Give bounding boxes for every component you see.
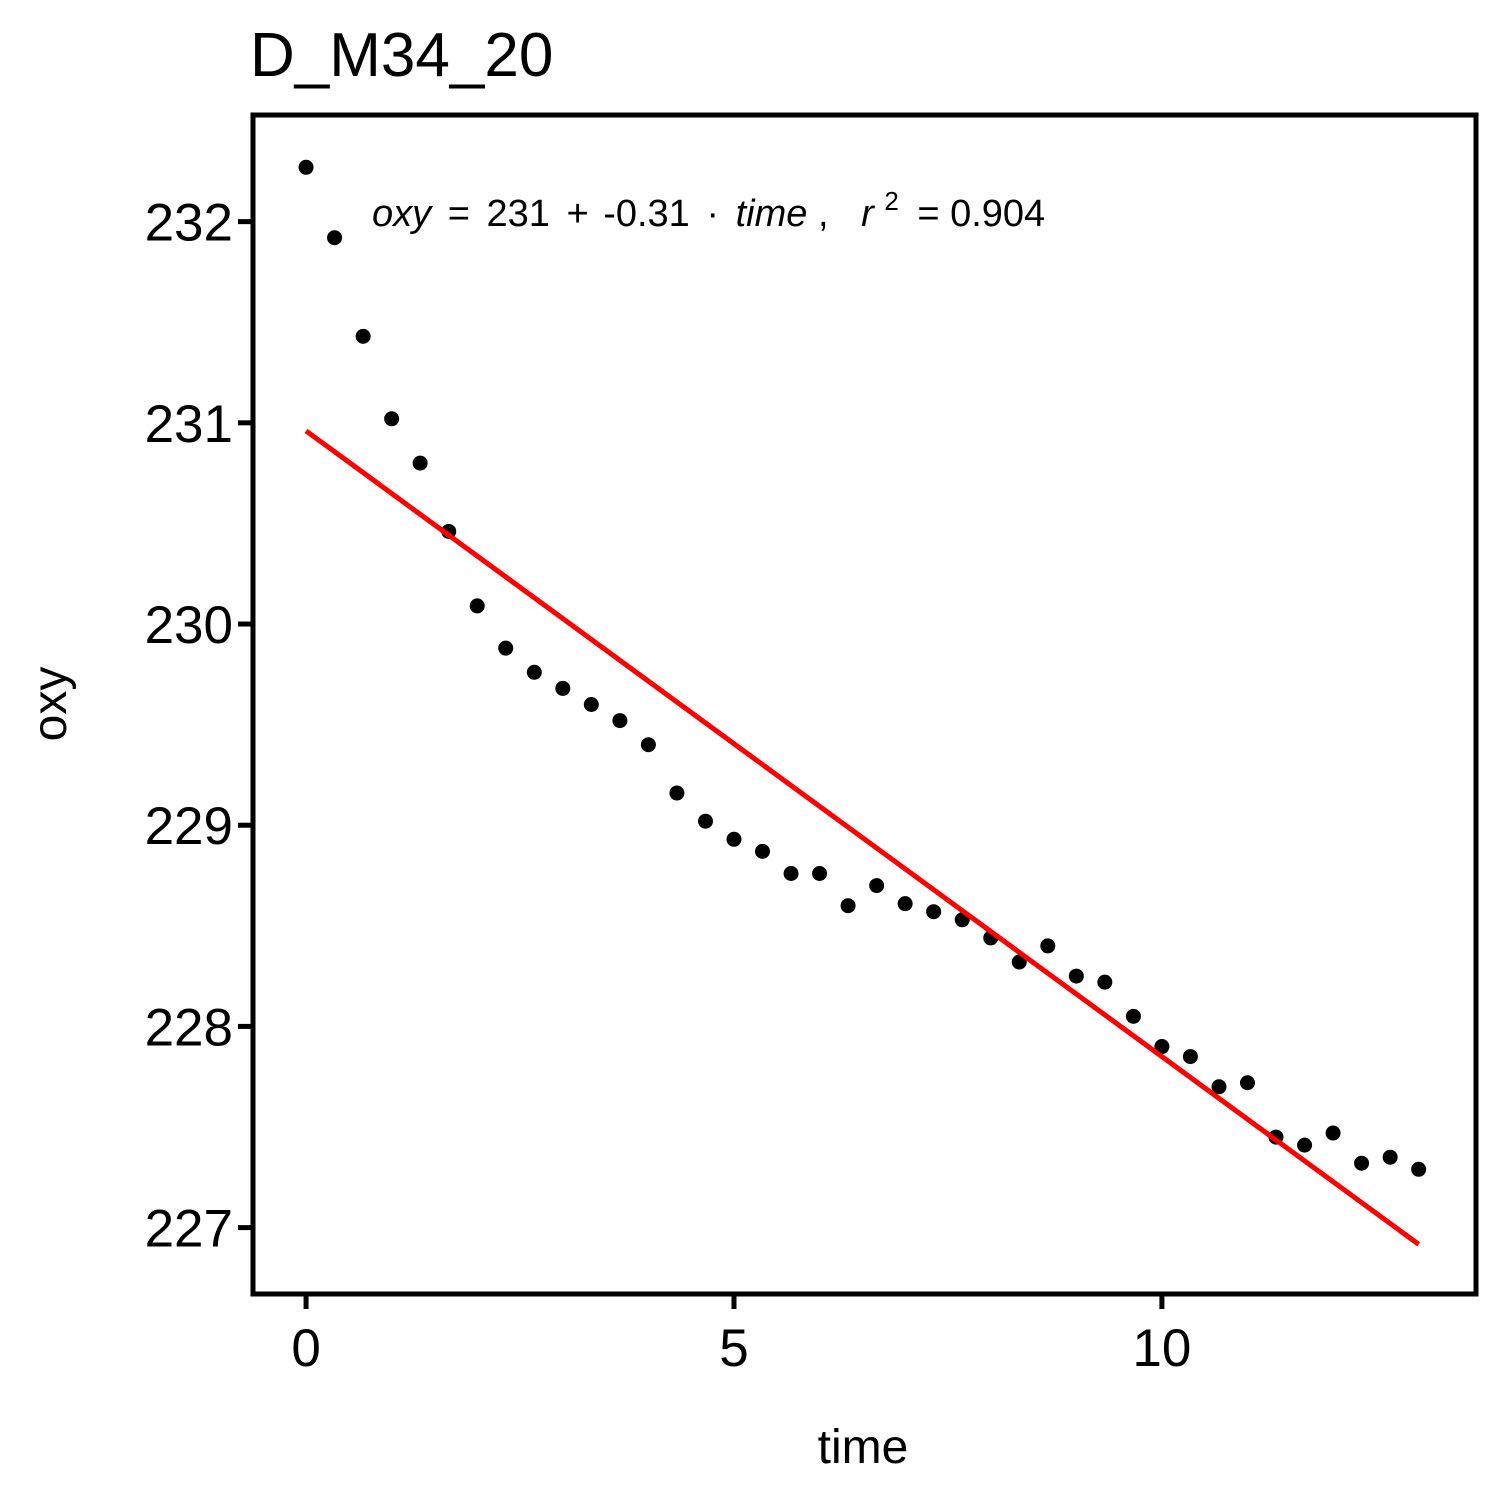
y-tick-label: 231	[145, 395, 233, 454]
data-point	[1382, 1149, 1398, 1165]
data-point	[669, 785, 685, 801]
eq-intercept: 231	[486, 193, 549, 235]
y-tick-label: 228	[145, 998, 233, 1057]
data-point	[412, 455, 428, 471]
y-tick-label: 232	[145, 194, 233, 253]
eq-dot: ·	[706, 193, 719, 235]
eq-plus: +	[566, 193, 588, 235]
data-point	[754, 843, 770, 859]
data-point	[1297, 1137, 1313, 1153]
data-point	[1154, 1039, 1170, 1055]
data-point	[897, 896, 913, 912]
data-point	[1068, 968, 1084, 984]
data-point	[1182, 1049, 1198, 1065]
eq-equals: =	[448, 193, 470, 235]
data-point	[612, 713, 628, 729]
data-point	[697, 813, 713, 829]
x-tick-label: 10	[1132, 1319, 1191, 1378]
data-point	[327, 230, 343, 246]
data-point	[1125, 1008, 1141, 1024]
data-point	[355, 328, 371, 344]
data-point	[1239, 1075, 1255, 1091]
eq-r: r	[861, 193, 875, 235]
data-point	[1211, 1079, 1227, 1095]
data-point	[1097, 974, 1113, 990]
eq-r-value: = 0.904	[917, 193, 1045, 235]
eq-r-exponent: 2	[884, 186, 898, 216]
eq-slope: -0.31	[603, 193, 690, 235]
data-point	[1040, 938, 1056, 954]
data-point	[869, 878, 885, 894]
data-point	[1325, 1125, 1341, 1141]
eq-lhs: oxy	[372, 193, 433, 235]
x-tick-label: 5	[719, 1319, 748, 1378]
data-point	[812, 866, 828, 882]
plot-area: 227 228 229 230 231 232 0 5 10	[145, 112, 1479, 1378]
data-point	[1011, 954, 1027, 970]
x-axis-title: time	[818, 1421, 909, 1474]
eq-comma: ,	[818, 193, 829, 235]
data-point	[469, 598, 485, 614]
data-point	[384, 411, 400, 427]
eq-var: time	[736, 193, 808, 235]
data-point	[726, 831, 742, 847]
data-point	[583, 697, 599, 712]
data-point	[1354, 1155, 1370, 1171]
chart-title: D_M34_20	[250, 21, 553, 90]
data-point	[783, 866, 799, 882]
regression-line	[304, 428, 1421, 1247]
y-tick-label: 229	[145, 797, 233, 856]
plot-border	[250, 112, 1479, 1297]
data-point	[526, 664, 542, 680]
x-tick-label: 0	[291, 1319, 320, 1378]
data-point	[840, 898, 856, 914]
data-point	[555, 680, 571, 696]
data-point	[1411, 1161, 1427, 1177]
y-tick-label: 227	[145, 1200, 233, 1259]
data-point	[926, 904, 942, 920]
regression-equation: oxy = 231 + -0.31 · time , r 2 = 0.904	[372, 177, 1045, 235]
data-point	[298, 159, 314, 175]
y-axis-title: oxy	[24, 667, 77, 742]
data-point	[498, 640, 514, 656]
data-point	[640, 737, 656, 753]
y-tick-label: 230	[145, 596, 233, 655]
